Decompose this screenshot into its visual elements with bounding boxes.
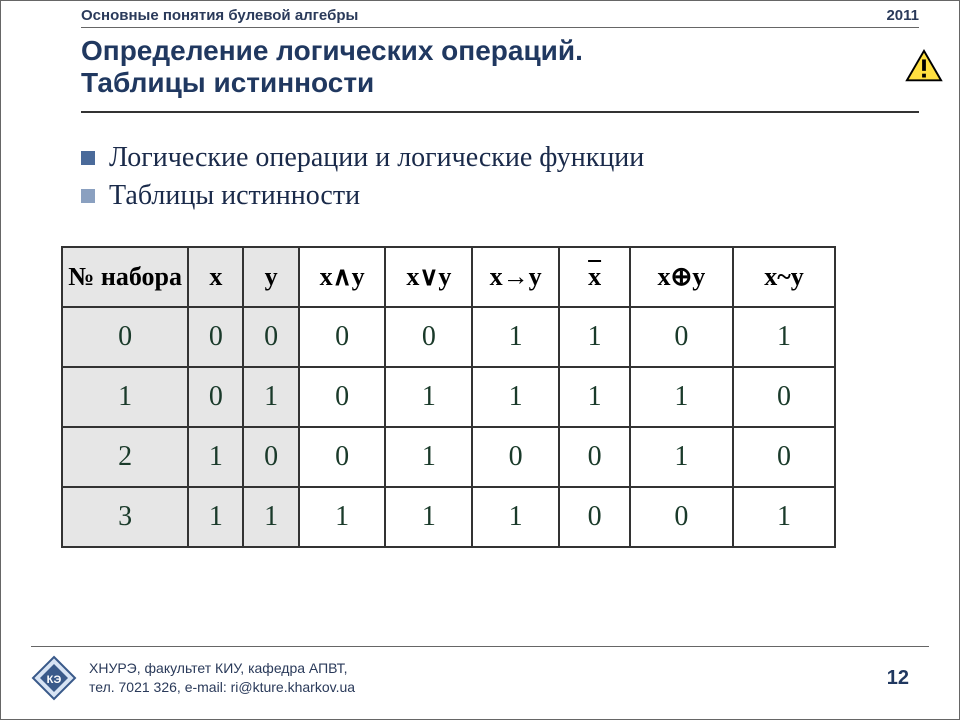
- cell: 0: [62, 307, 188, 367]
- footer-line-2: тел. 7021 326, e-mail: ri@kture.kharkov.…: [89, 678, 355, 697]
- table-header-row: № набора x y x∧y x∨y x→y x x⊕y x~y: [62, 247, 835, 307]
- cell: 1: [188, 427, 243, 487]
- slide: Основные понятия булевой алгебры 2011 Оп…: [0, 0, 960, 720]
- header-bar: Основные понятия булевой алгебры 2011: [81, 7, 919, 24]
- footer-line-1: ХНУРЭ, факультет КИУ, кафедра АПВТ,: [89, 659, 355, 678]
- title-line-1: Определение логических операций.: [81, 35, 899, 67]
- bullet-square-icon: [81, 151, 95, 165]
- col-header-not: x: [559, 247, 630, 307]
- col-header-y: y: [243, 247, 298, 307]
- cell: 0: [299, 307, 386, 367]
- col-header-eqv: x~y: [733, 247, 836, 307]
- col-header-xor: x⊕y: [630, 247, 733, 307]
- cell: 1: [472, 367, 559, 427]
- table-row: 2 1 0 0 1 0 0 1 0: [62, 427, 835, 487]
- table-row: 1 0 1 0 1 1 1 1 0: [62, 367, 835, 427]
- header-left: Основные понятия булевой алгебры: [81, 7, 358, 24]
- cell: 1: [385, 487, 472, 547]
- bullet-square-icon: [81, 189, 95, 203]
- cell: 1: [188, 487, 243, 547]
- cell: 1: [559, 367, 630, 427]
- cell: 0: [559, 487, 630, 547]
- cell: 0: [299, 427, 386, 487]
- warning-icon: [905, 49, 943, 83]
- cell: 2: [62, 427, 188, 487]
- slide-number: 12: [887, 667, 909, 690]
- cell: 0: [243, 427, 298, 487]
- svg-text:КЭ: КЭ: [47, 674, 62, 686]
- cell: 1: [243, 367, 298, 427]
- slide-title: Определение логических операций. Таблицы…: [81, 35, 899, 99]
- truth-table: № набора x y x∧y x∨y x→y x x⊕y x~y 0 0 0…: [61, 246, 836, 548]
- col-header-or: x∨y: [385, 247, 472, 307]
- cell: 1: [299, 487, 386, 547]
- cell: 0: [630, 307, 733, 367]
- logo-icon: КЭ: [31, 655, 77, 701]
- col-header-imp: x→y: [472, 247, 559, 307]
- cell: 0: [733, 367, 836, 427]
- title-rule: [81, 111, 919, 113]
- title-line-2: Таблицы истинности: [81, 67, 899, 99]
- header-right: 2011: [886, 7, 919, 24]
- cell: 1: [243, 487, 298, 547]
- footer-text: ХНУРЭ, факультет КИУ, кафедра АПВТ, тел.…: [89, 659, 355, 697]
- header-rule: [81, 27, 919, 28]
- cell: 0: [733, 427, 836, 487]
- cell: 0: [299, 367, 386, 427]
- cell: 0: [188, 367, 243, 427]
- col-header-set-number: № набора: [62, 247, 188, 307]
- cell: 1: [559, 307, 630, 367]
- cell: 1: [385, 367, 472, 427]
- col-header-x: x: [188, 247, 243, 307]
- cell: 1: [630, 367, 733, 427]
- footer: КЭ ХНУРЭ, факультет КИУ, кафедра АПВТ, т…: [31, 646, 929, 701]
- cell: 1: [385, 427, 472, 487]
- col-header-and: x∧y: [299, 247, 386, 307]
- bullet-list: Логические операции и логические функции…: [81, 141, 919, 216]
- cell: 1: [62, 367, 188, 427]
- bullet-item-1: Логические операции и логические функции: [81, 141, 919, 175]
- table-row: 0 0 0 0 0 1 1 0 1: [62, 307, 835, 367]
- cell: 0: [559, 427, 630, 487]
- cell: 1: [630, 427, 733, 487]
- cell: 0: [472, 427, 559, 487]
- cell: 0: [243, 307, 298, 367]
- cell: 0: [385, 307, 472, 367]
- bullet-text-1: Логические операции и логические функции: [109, 141, 644, 175]
- bullet-text-2: Таблицы истинности: [109, 179, 360, 213]
- cell: 0: [188, 307, 243, 367]
- cell: 0: [630, 487, 733, 547]
- cell: 3: [62, 487, 188, 547]
- bullet-item-2: Таблицы истинности: [81, 179, 919, 213]
- cell: 1: [472, 307, 559, 367]
- table-row: 3 1 1 1 1 1 0 0 1: [62, 487, 835, 547]
- cell: 1: [733, 307, 836, 367]
- cell: 1: [472, 487, 559, 547]
- cell: 1: [733, 487, 836, 547]
- footer-left: КЭ ХНУРЭ, факультет КИУ, кафедра АПВТ, т…: [31, 655, 355, 701]
